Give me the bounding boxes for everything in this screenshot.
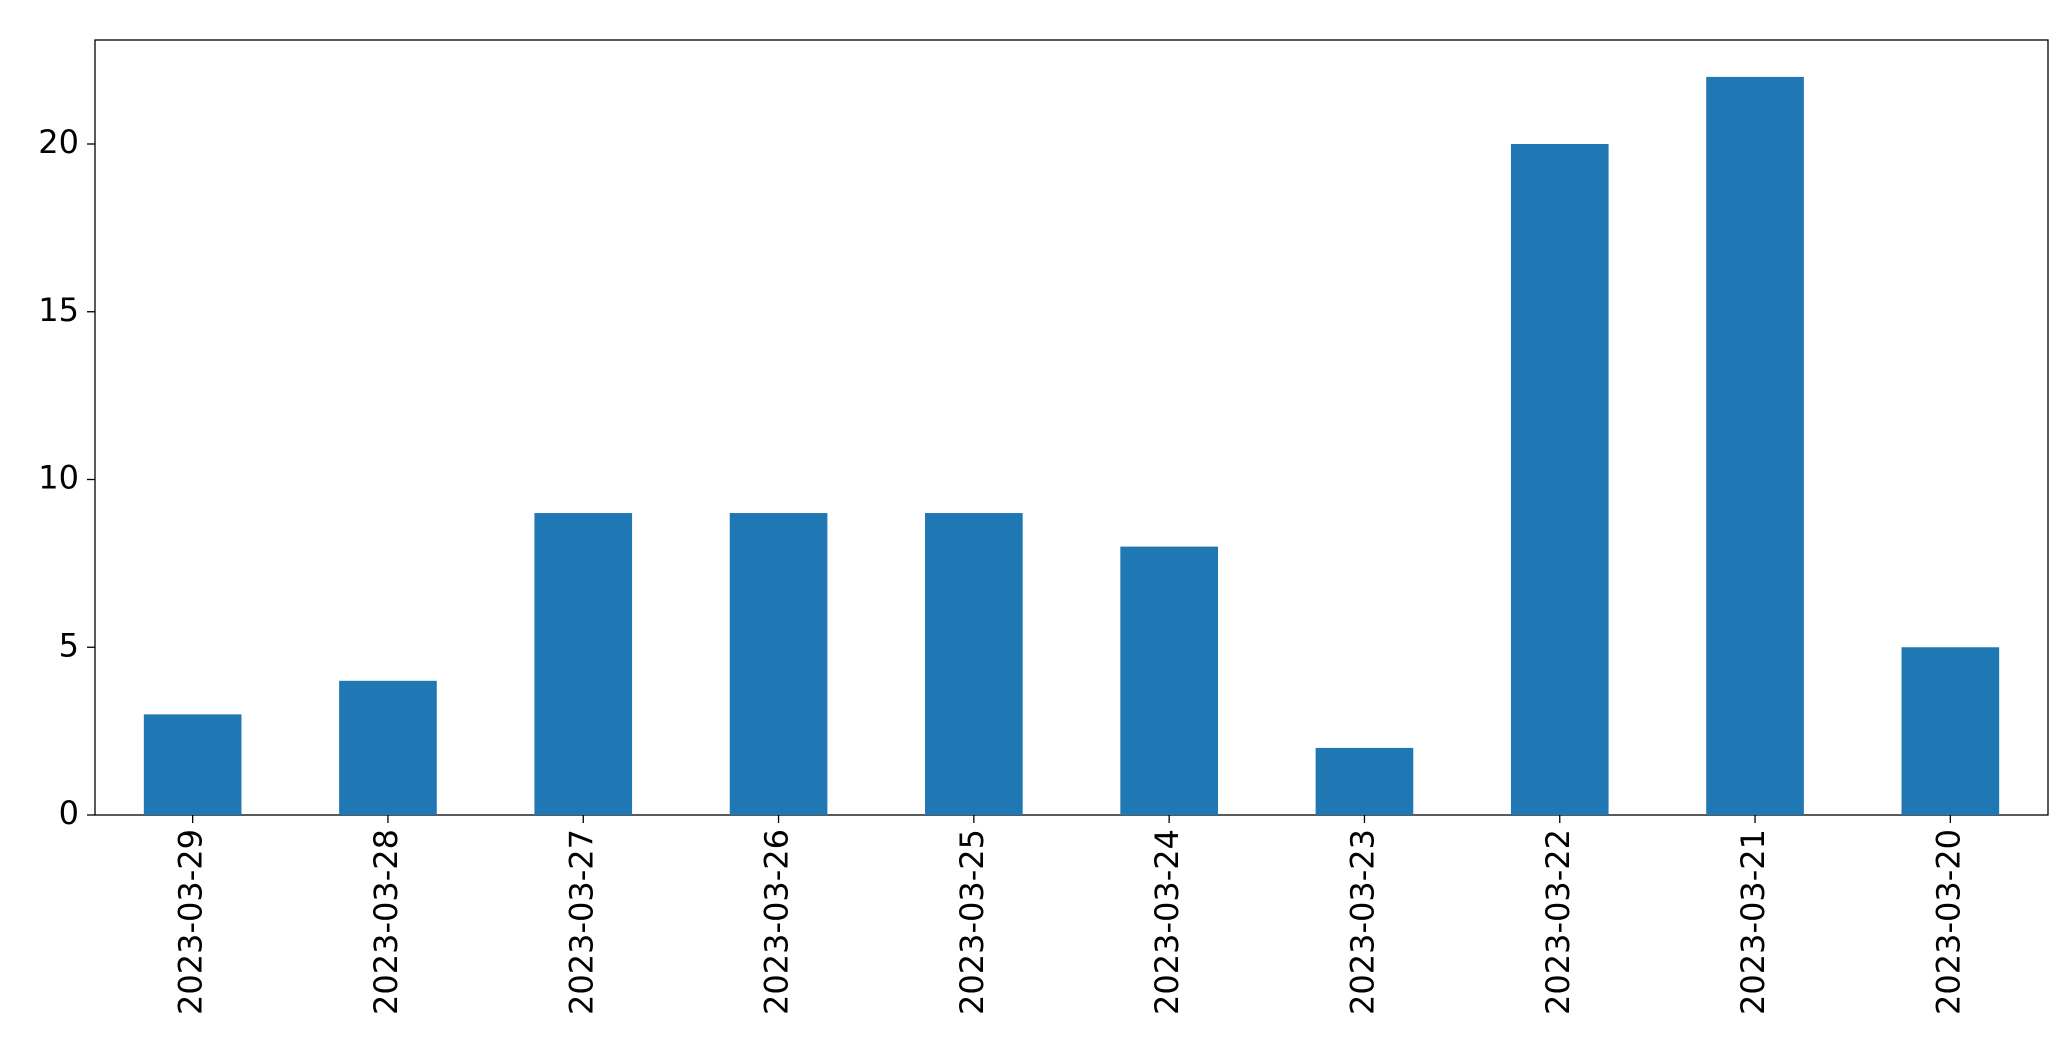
bar [925,513,1023,815]
x-tick-label: 2023-03-21 [1734,829,1772,1015]
x-tick-label: 2023-03-20 [1929,829,1967,1015]
x-tick-label: 2023-03-29 [172,829,210,1015]
bar [339,680,437,815]
bar [143,714,242,815]
bar [1901,647,2000,815]
y-tick-label: 15 [38,291,79,329]
x-tick-label: 2023-03-22 [1539,829,1577,1015]
bar [1315,747,1414,815]
y-tick-label: 5 [59,626,79,664]
plot-frame [94,39,2049,816]
y-tick-label: 0 [59,794,79,832]
bar [534,513,633,815]
x-tick-label: 2023-03-25 [953,829,991,1015]
bar [1510,144,1609,815]
x-tick-label: 2023-03-27 [562,829,600,1015]
bar [1706,76,1804,815]
bar [729,513,828,815]
y-tick-label: 10 [38,459,79,497]
x-tick-label: 2023-03-28 [367,829,405,1015]
bar [1120,546,1218,815]
x-tick-label: 2023-03-24 [1148,829,1186,1015]
x-tick-label: 2023-03-26 [758,829,796,1015]
x-tick-label: 2023-03-23 [1343,829,1381,1015]
y-tick-label: 20 [38,123,79,161]
